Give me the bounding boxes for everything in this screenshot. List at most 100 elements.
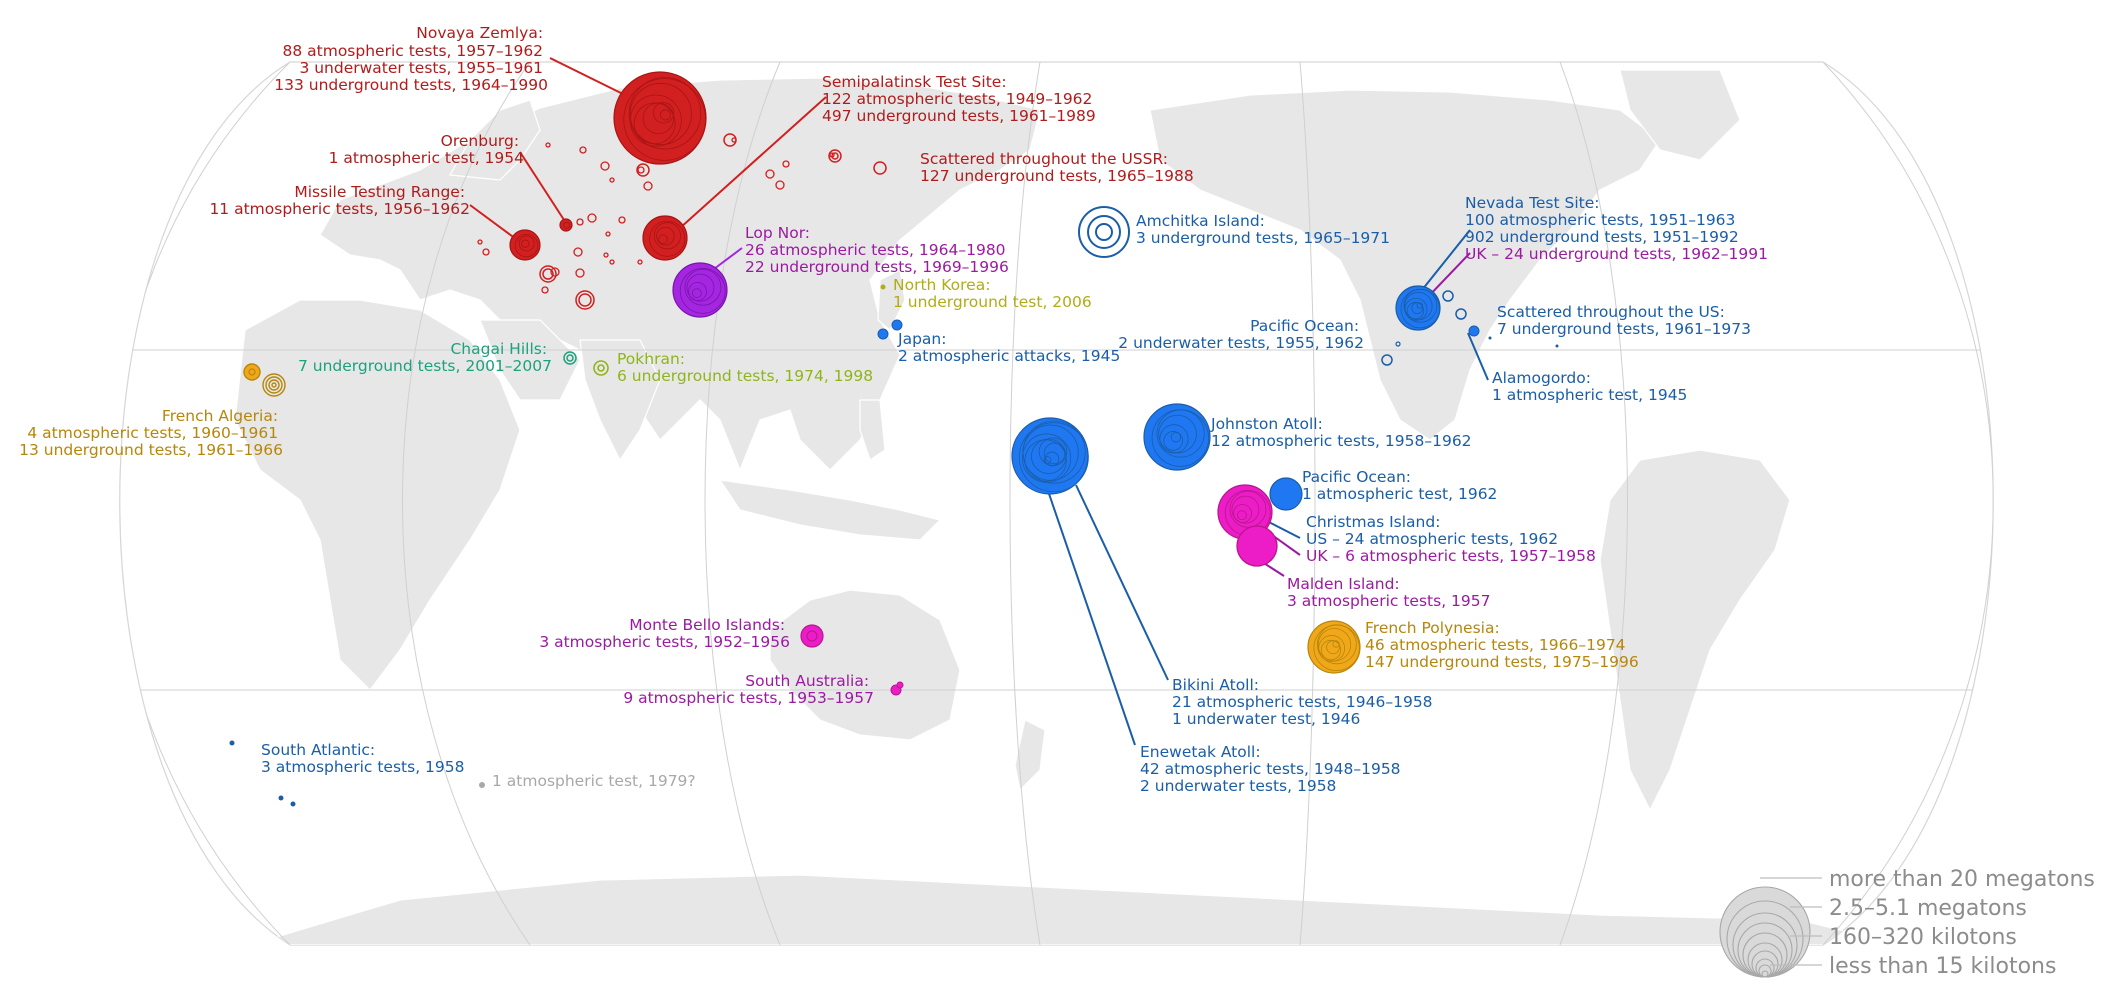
label-christmas: Christmas Island: US – 24 atmospheric te… <box>1306 513 1558 548</box>
marker-nevada-ring <box>1411 302 1424 315</box>
label-pacific-underwater: Pacific Ocean: 2 underwater tests, 1955,… <box>1118 317 1364 352</box>
marker-novaya-zemlya-ring <box>659 109 671 121</box>
marker-french-polynesia-ring <box>1320 639 1342 661</box>
marker-orenburg <box>559 218 573 232</box>
label-south-atlantic: South Atlantic: 3 atmospheric tests, 195… <box>261 741 465 776</box>
marker-unknown-1979 <box>479 782 485 788</box>
leader-bikini <box>1075 484 1169 681</box>
marker-ussr-ring-e-ring <box>831 152 839 160</box>
marker-semipalatinsk-ring <box>653 222 682 250</box>
label-bikini: Bikini Atoll: 21 atmospheric tests, 1946… <box>1172 676 1438 728</box>
marker-orenburg-ring <box>563 221 571 229</box>
marker-bikini-enewetak <box>1011 417 1089 495</box>
marker-scattered-ussr <box>618 216 626 224</box>
marker-johnston <box>1143 403 1211 471</box>
label-johnston: Johnston Atoll: 12 atmospheric tests, 19… <box>1210 415 1472 450</box>
marker-french-polynesia-ring <box>1316 624 1357 665</box>
leader-novaya <box>549 57 626 96</box>
marker-ussr-ring-f-ring <box>873 161 887 175</box>
marker-scattered-ussr <box>600 161 610 171</box>
marker-scattered-ussr <box>579 146 587 154</box>
land-arabia <box>479 319 581 401</box>
marker-south-atlantic-c <box>290 801 296 807</box>
label-monte-bello: Monte Bello Islands: 3 atmospheric tests… <box>539 616 790 651</box>
marker-japan-nagasaki <box>891 319 903 331</box>
marker-lop-nor-ring <box>686 273 715 302</box>
marker-ussr-ring-e-ring <box>828 149 842 163</box>
marker-scattered-ussr <box>609 259 615 265</box>
marker-novaya-zemlya <box>613 71 707 165</box>
marker-ussr-ring-b <box>636 163 650 177</box>
marker-french-polynesia-ring <box>1326 640 1341 655</box>
marker-algeria-ekker <box>262 373 286 397</box>
legend-label-3: 160–320 kilotons <box>1829 925 2017 950</box>
label-malden: Malden Island: 3 atmospheric tests, 1957 <box>1287 575 1491 610</box>
marker-novaya-zemlya-ring <box>633 102 676 145</box>
marker-lop-nor-ring <box>691 288 702 299</box>
marker-amchitka-ring <box>1078 206 1130 258</box>
marker-scattered-ussr <box>587 213 597 223</box>
marker-bikini-enewetak-ring <box>1044 451 1060 467</box>
land-new-zealand <box>1014 719 1046 792</box>
marker-algeria-reggane-core <box>248 368 256 376</box>
marker-johnston-disc <box>1143 403 1211 471</box>
size-legend: more than 20 megatons 2.5–5.1 megatons 1… <box>1719 867 2095 979</box>
marker-pokhran-ring <box>593 360 609 376</box>
marker-semipalatinsk-ring <box>658 234 668 245</box>
leader-nevada <box>1417 229 1471 296</box>
label-french-polynesia: French Polynesia: 46 atmospheric tests, … <box>1365 619 1639 671</box>
land-india <box>579 339 661 462</box>
marker-scattered-ussr <box>643 181 653 191</box>
label-pokhran: Pokhran: 6 underground tests, 1974, 1998 <box>617 350 873 385</box>
marker-bikini-enewetak-ring <box>1043 442 1066 465</box>
marker-johnston-ring <box>1158 414 1197 454</box>
marker-chagai-hills-ring <box>563 351 577 365</box>
marker-ussr-ring-a <box>723 133 737 147</box>
marker-scattered-ussr <box>477 239 483 245</box>
marker-semipalatinsk <box>642 215 688 261</box>
marker-french-polynesia-ring <box>1318 635 1346 662</box>
marker-south-australia-b <box>896 681 904 689</box>
marker-nevada-ring <box>1416 302 1423 309</box>
marker-south-atlantic-b <box>278 795 284 801</box>
label-scattered-us: Scattered throughout the US: 7 undergrou… <box>1497 303 1751 338</box>
marker-missile-range-ring <box>518 235 535 252</box>
marker-scattered-ussr <box>541 286 549 294</box>
marker-novaya-zemlya-ring <box>623 78 706 161</box>
marker-ussr-ring-f <box>873 161 887 175</box>
marker-johnston-ring <box>1156 409 1205 458</box>
land-scandinavia <box>449 99 541 181</box>
land-south-america <box>1599 449 1791 812</box>
marker-missile-range <box>509 229 541 261</box>
leader-christmas <box>1264 519 1301 539</box>
marker-novaya-zemlya-ring <box>653 102 675 124</box>
legend-circles <box>1719 886 1811 978</box>
test-site-markers <box>229 71 1559 807</box>
label-unknown-test: 1 atmospheric test, 1979? <box>492 772 696 790</box>
marker-nevada-extra-a <box>1442 290 1454 302</box>
marker-scattered-ussr <box>575 268 585 278</box>
marker-orenburg-disc <box>559 218 573 232</box>
marker-algeria-ekker-ring <box>268 379 280 391</box>
label-lop-nor: Lop Nor: 26 atmospheric tests, 1964–1980… <box>745 224 1011 276</box>
legend-label-1: more than 20 megatons <box>1829 867 2095 892</box>
marker-lop-nor-ring <box>688 282 707 301</box>
marker-alamogordo <box>1468 325 1480 337</box>
marker-nevada-ring <box>1403 288 1438 323</box>
marker-scattered-ussr <box>605 231 611 237</box>
marker-christmas-ring <box>1236 510 1247 521</box>
marker-ussr-ring-d <box>575 290 595 310</box>
label-alamogordo: Alamogordo: 1 atmospheric test, 1945 <box>1492 369 1687 404</box>
marker-scattered-ussr <box>545 142 551 148</box>
marker-north-korea <box>880 284 886 290</box>
land-greenland <box>1619 69 1741 161</box>
marker-novaya-zemlya-ring <box>628 77 702 150</box>
label-christmas-uk: UK – 6 atmospheric tests, 1957–1958 <box>1306 547 1596 565</box>
marker-scattered-ussr <box>482 248 490 256</box>
label-japan: Japan: 2 atmospheric attacks, 1945 <box>897 330 1120 365</box>
label-enewetak: Enewetak Atoll: 42 atmospheric tests, 19… <box>1140 743 1406 795</box>
marker-scattered-ussr <box>637 166 645 174</box>
marker-scattered-us-a <box>1488 336 1492 340</box>
